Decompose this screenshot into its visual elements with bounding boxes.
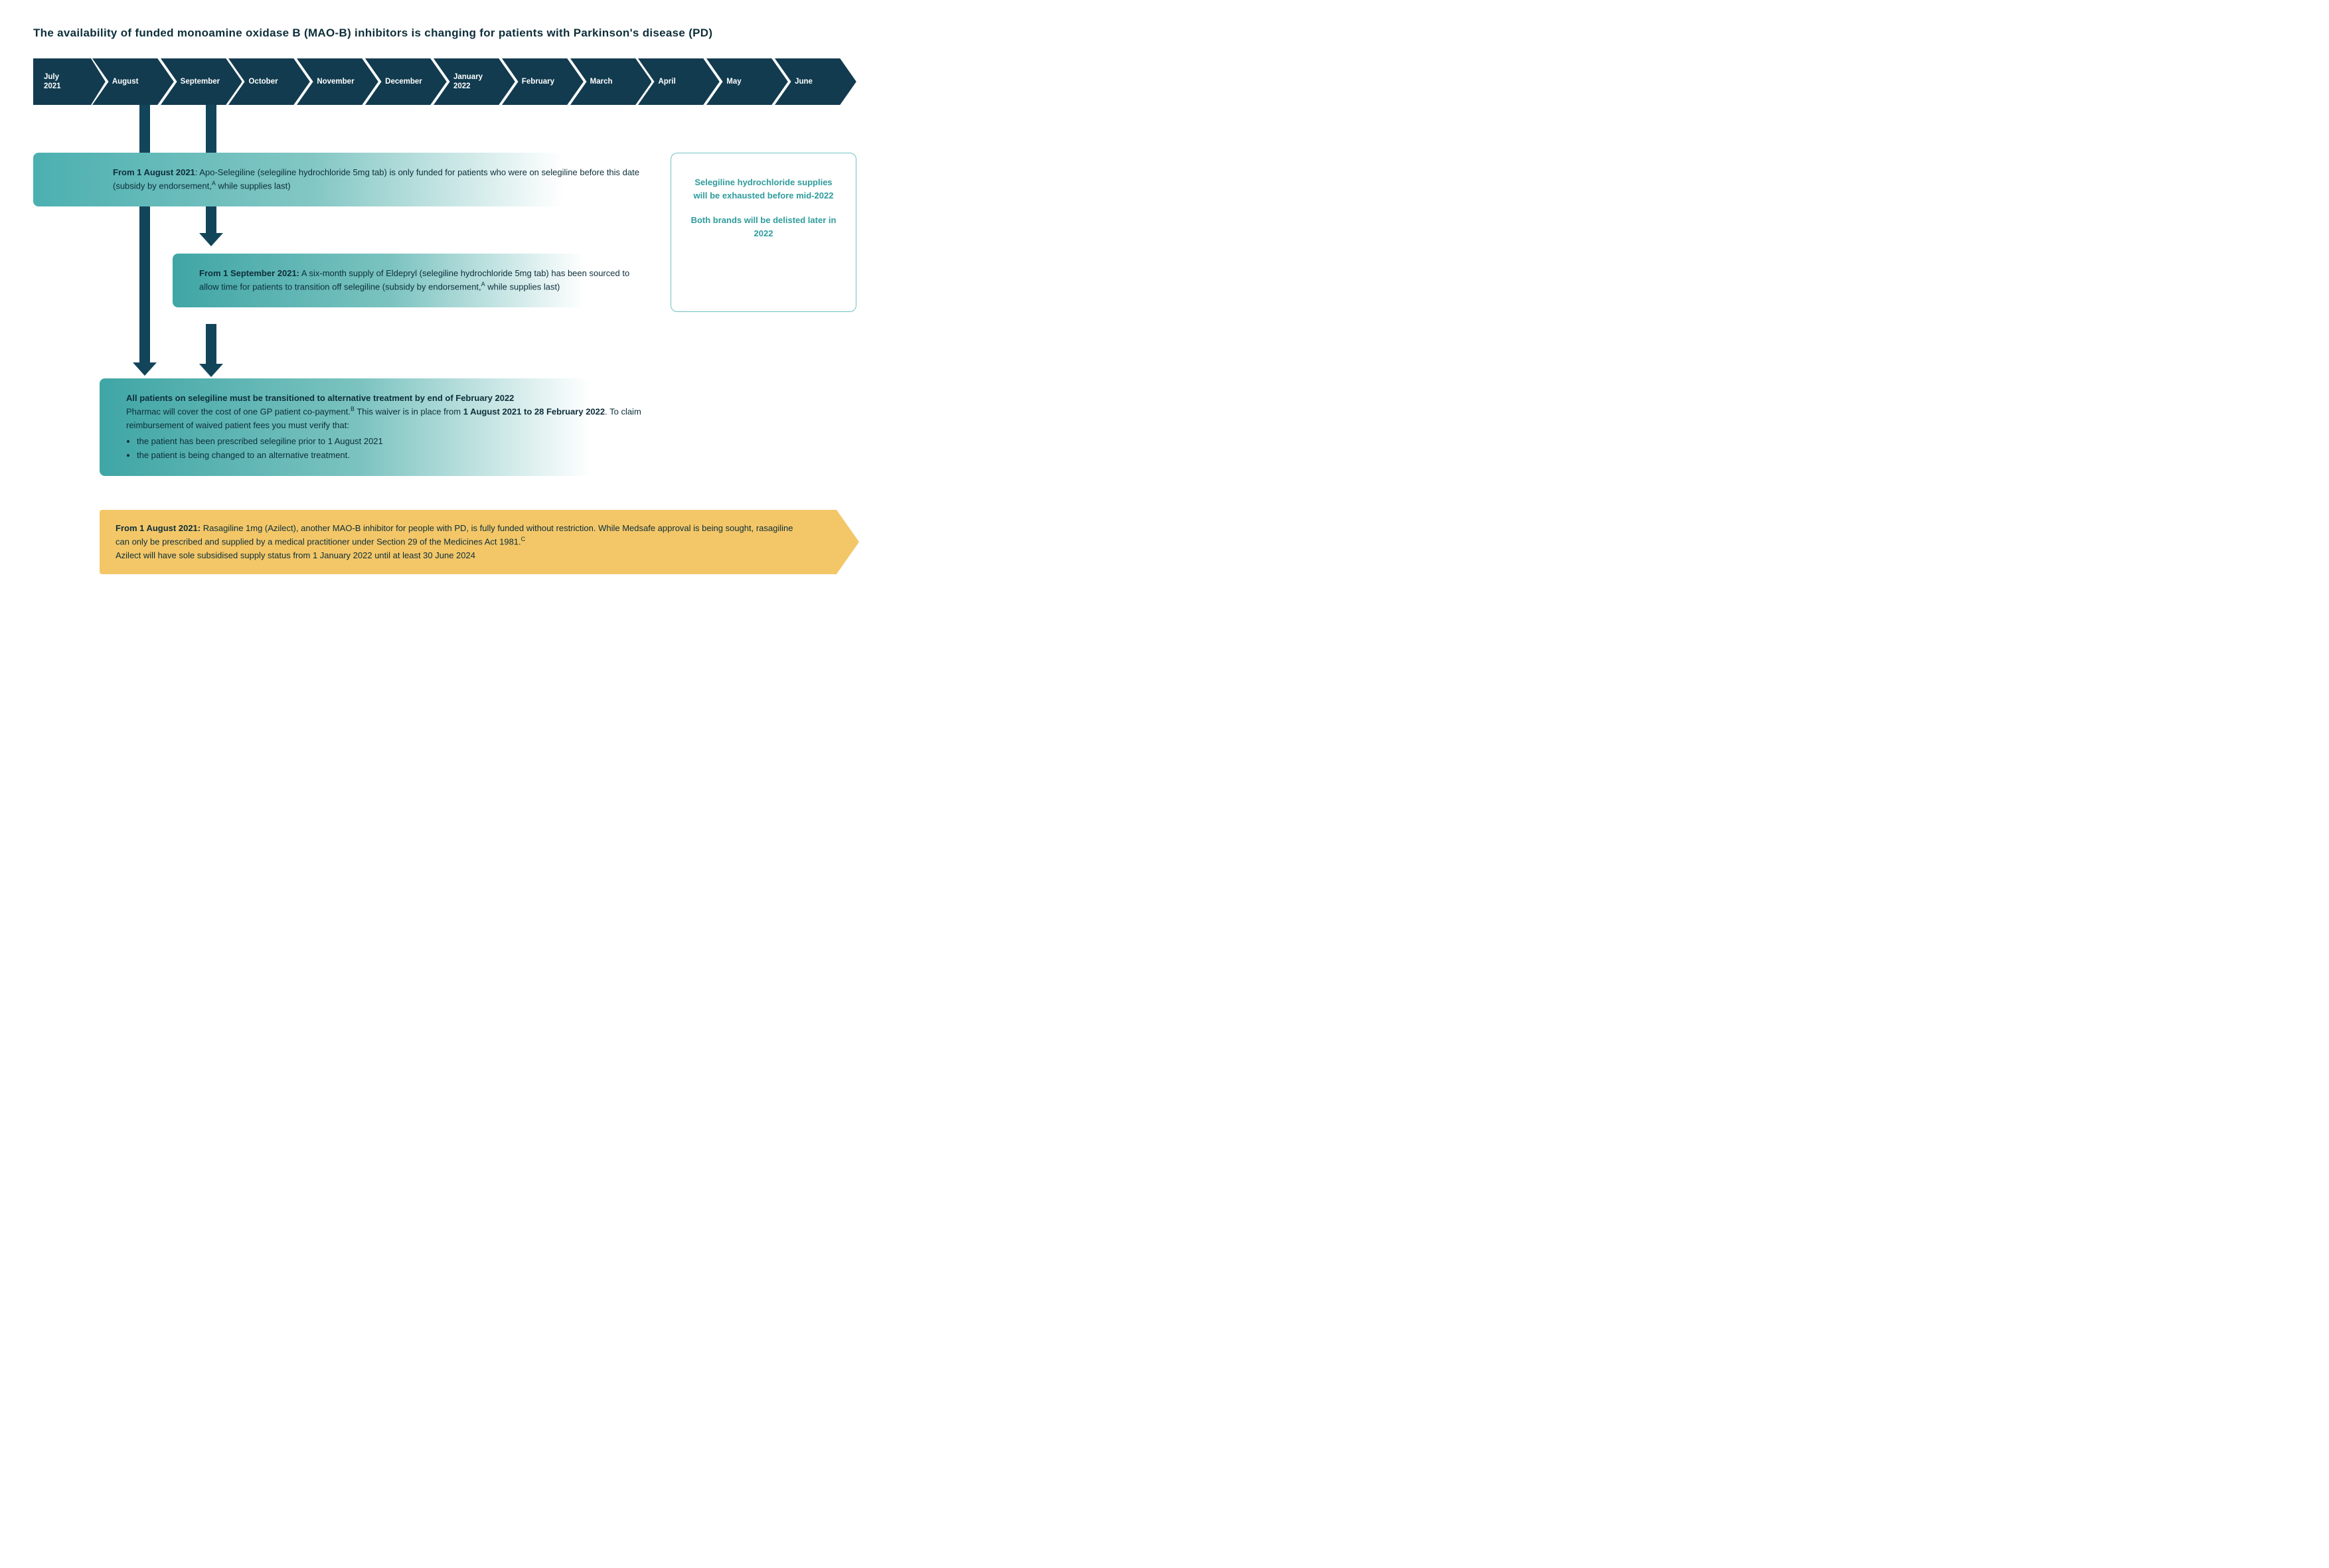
side-info-p2: Both brands will be delisted later in 20…	[687, 214, 840, 240]
banner-text-b: Azilect will have sole subsidised supply…	[116, 550, 475, 560]
banner-text-a: Rasagiline 1mg (Azilect), another MAO-B …	[116, 523, 793, 546]
callout-text-b: while supplies last)	[485, 281, 560, 291]
page-title: The availability of funded monoamine oxi…	[33, 27, 856, 40]
side-info-p1: Selegiline hydrochloride supplies will b…	[687, 176, 840, 202]
timeline-month: June	[775, 58, 856, 105]
callout-august-2021: From 1 August 2021: Apo-Selegiline (sele…	[33, 153, 657, 206]
content-area: From 1 August 2021: Apo-Selegiline (sele…	[33, 105, 856, 556]
arrow-from-august	[139, 105, 150, 364]
side-info-box: Selegiline hydrochloride supplies will b…	[671, 153, 856, 312]
callout-lead: From 1 August 2021	[113, 167, 195, 177]
yellow-banner-rasagiline: From 1 August 2021: Rasagiline 1mg (Azil…	[100, 510, 837, 574]
callout-bullet-list: the patient has been prescribed selegili…	[137, 435, 660, 462]
callout-september-2021: From 1 September 2021: A six-month suppl…	[173, 254, 657, 307]
callout-line-a: Pharmac will cover the cost of one GP pa…	[126, 406, 351, 416]
arrow-from-september-continue	[206, 324, 216, 365]
timeline-chevron-bar: July 2021AugustSeptemberOctoberNovemberD…	[33, 58, 856, 105]
banner-lead: From 1 August 2021:	[116, 523, 201, 533]
banner-sup: C	[521, 536, 526, 542]
callout-lead: From 1 September 2021:	[199, 268, 299, 278]
callout-line-b: This waiver is in place from	[355, 406, 463, 416]
bullet-item: the patient has been prescribed selegili…	[137, 435, 660, 448]
callout-transition: All patients on selegiline must be trans…	[100, 378, 677, 476]
callout-bold-range: 1 August 2021 to 28 February 2022	[463, 406, 605, 416]
callout-text-b: while supplies last)	[216, 181, 291, 191]
bullet-item: the patient is being changed to an alter…	[137, 449, 660, 462]
callout-title: All patients on selegiline must be trans…	[126, 393, 514, 403]
